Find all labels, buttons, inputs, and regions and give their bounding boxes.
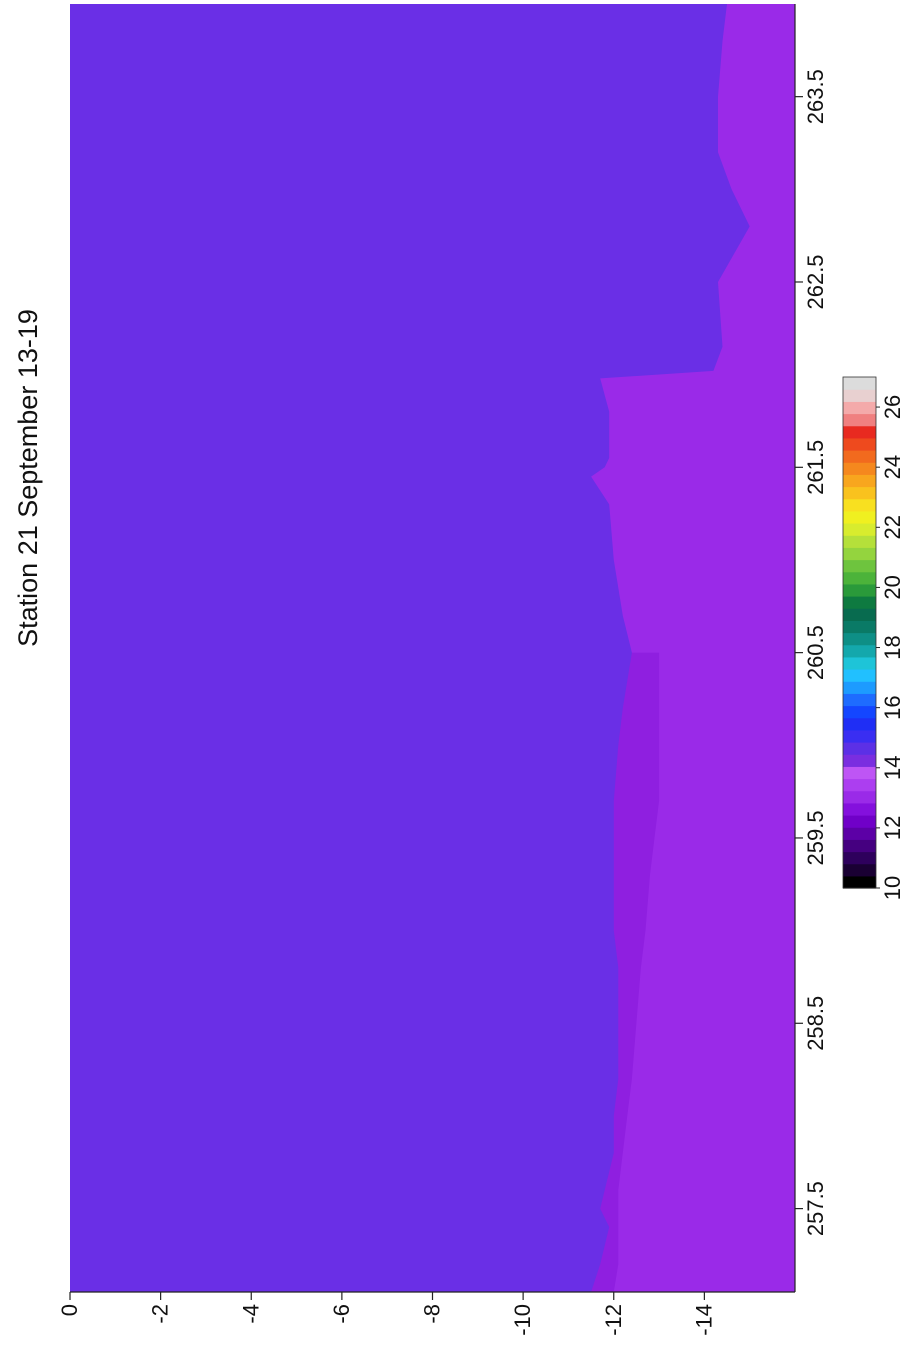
x-tick-label: 257.5	[803, 1181, 828, 1236]
heatmap-plot	[70, 4, 795, 1292]
y-tick-label: -14	[691, 1304, 716, 1336]
colorbar-swatch	[843, 474, 876, 488]
colorbar-swatch	[843, 523, 876, 536]
colorbar-swatch	[843, 693, 876, 707]
colorbar-tick-label: 16	[880, 695, 905, 719]
colorbar-swatch	[843, 437, 876, 451]
colorbar-swatch	[843, 742, 876, 755]
colorbar-swatch	[843, 608, 876, 621]
x-tick-label: 262.5	[803, 254, 828, 309]
colorbar-swatch	[843, 827, 876, 840]
contour-band-11.5	[70, 4, 750, 1292]
colorbar-swatch	[843, 644, 876, 658]
y-tick-label: -2	[148, 1304, 173, 1324]
colorbar-swatch	[843, 790, 876, 804]
y-tick-label: -6	[329, 1304, 354, 1324]
y-tick-label: 0	[57, 1304, 82, 1316]
colorbar-swatch	[843, 486, 876, 500]
colorbar-swatch	[843, 766, 876, 780]
x-tick-label: 263.5	[803, 69, 828, 124]
x-tick-label: 258.5	[803, 996, 828, 1051]
colorbar-tick-label: 20	[880, 575, 905, 599]
colorbar-swatch	[843, 547, 876, 561]
colorbar-swatch	[843, 389, 876, 402]
y-tick-label: -12	[601, 1304, 626, 1336]
colorbar-swatch	[843, 717, 876, 731]
axes: 257.5 258.5 259.5 260.5 261.5 262.5 263.5 0 -2 -4…	[57, 4, 828, 1336]
colorbar-swatch	[843, 669, 876, 682]
colorbar-swatch	[843, 462, 876, 475]
colorbar-swatch	[843, 377, 876, 390]
colorbar: 10 12 14 16 18 20 22 24 26	[842, 376, 905, 900]
chart-title: Station 21 September 13-19	[13, 309, 43, 647]
y-tick-label: -4	[238, 1304, 263, 1324]
colorbar-swatch	[843, 778, 876, 792]
colorbar-swatch	[843, 839, 876, 853]
colorbar-swatch	[843, 535, 876, 548]
colorbar-swatch	[843, 815, 876, 828]
colorbar-tick-label: 18	[880, 635, 905, 659]
colorbar-tick-label: 22	[880, 515, 905, 539]
colorbar-swatch	[843, 596, 876, 609]
colorbar-swatch	[843, 802, 876, 816]
colorbar-tick-label: 14	[880, 756, 905, 780]
colorbar-swatch	[843, 851, 876, 865]
colorbar-swatch	[843, 510, 876, 524]
colorbar-frame	[842, 376, 877, 889]
colorbar-tick-label: 26	[880, 395, 905, 419]
y-tick-label: -10	[510, 1304, 535, 1336]
colorbar-swatch	[843, 863, 876, 877]
colorbar-swatch	[843, 754, 876, 767]
colorbar-swatch	[843, 656, 876, 670]
colorbar-tick-label: 24	[880, 455, 905, 479]
colorbar-tick-label: 10	[880, 876, 905, 900]
x-tick-label: 259.5	[803, 810, 828, 865]
colorbar-swatch	[843, 450, 876, 463]
colorbar-swatch	[843, 729, 876, 743]
colorbar-swatch	[843, 425, 876, 439]
x-tick-label: 260.5	[803, 625, 828, 680]
colorbar-swatch	[843, 681, 876, 694]
y-tick-label: -8	[420, 1304, 445, 1324]
colorbar-tick-label: 12	[880, 816, 905, 840]
colorbar-swatch	[843, 875, 876, 889]
colorbar-swatch	[843, 705, 876, 719]
colorbar-swatch	[843, 413, 876, 427]
colorbar-swatch	[843, 401, 876, 415]
colorbar-swatch	[843, 632, 876, 646]
colorbar-swatch	[843, 498, 876, 512]
colorbar-swatch	[843, 559, 876, 573]
x-tick-label: 261.5	[803, 440, 828, 495]
colorbar-swatch	[843, 571, 876, 585]
colorbar-swatch	[843, 620, 876, 634]
colorbar-swatch	[843, 583, 876, 597]
